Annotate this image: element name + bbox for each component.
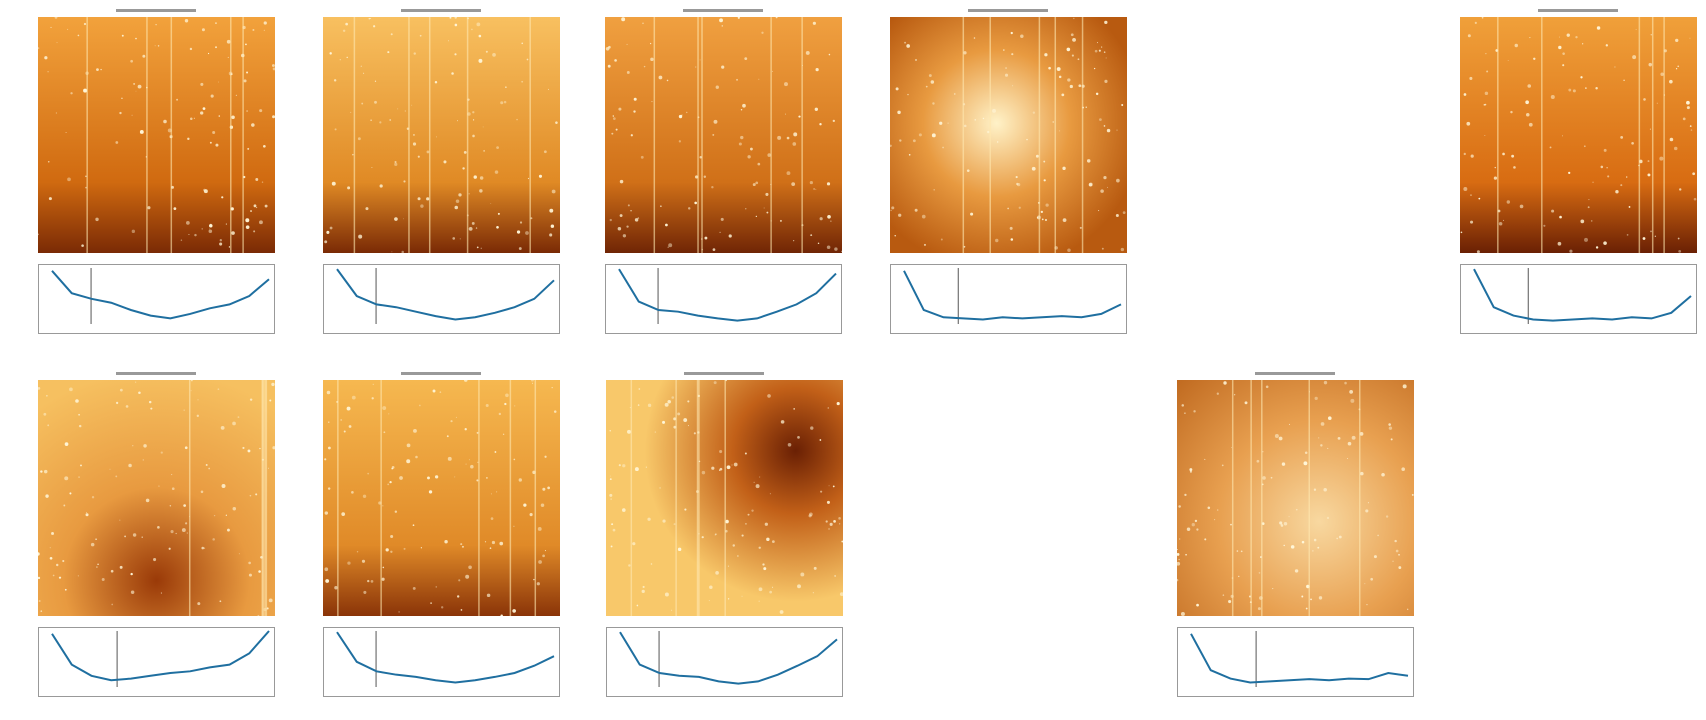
sky-image xyxy=(38,17,275,253)
plot-frame xyxy=(323,264,560,334)
profile-line xyxy=(1190,633,1409,684)
stars xyxy=(890,17,1126,253)
stars xyxy=(324,17,558,253)
plot-frame xyxy=(1177,627,1414,697)
stars xyxy=(1460,17,1697,253)
sky-image xyxy=(38,380,275,616)
panel-title-blur xyxy=(401,372,481,375)
profile-line xyxy=(51,630,270,682)
profile-plot xyxy=(606,627,843,697)
profile-plot xyxy=(38,627,275,697)
sky-image xyxy=(605,17,842,253)
panel-title-blur xyxy=(683,9,763,12)
stars xyxy=(1177,380,1414,616)
sky-image xyxy=(1177,380,1414,616)
profile-plot xyxy=(323,264,560,334)
sky-image xyxy=(606,380,843,616)
profile-plot xyxy=(1177,627,1414,697)
plot-frame xyxy=(890,264,1127,334)
profile-line xyxy=(903,270,1122,321)
sky-image xyxy=(323,380,560,616)
profile-line xyxy=(618,268,837,322)
profile-plot xyxy=(323,627,560,697)
profile-line xyxy=(51,270,270,320)
stars xyxy=(605,17,842,253)
stars xyxy=(38,380,275,616)
stars xyxy=(609,380,843,616)
panel-title-blur xyxy=(116,372,196,375)
panel-title-blur xyxy=(1255,372,1335,375)
profile-line xyxy=(336,631,555,684)
profile-line xyxy=(619,631,838,685)
sky-image xyxy=(1460,17,1697,253)
sky-image xyxy=(890,17,1127,253)
plot-frame xyxy=(38,627,275,697)
panel-title-blur xyxy=(1538,9,1618,12)
profile-line xyxy=(336,268,555,321)
plot-frame xyxy=(38,264,275,334)
profile-line xyxy=(1473,268,1692,322)
profile-plot xyxy=(1460,264,1697,334)
panel-title-blur xyxy=(116,9,196,12)
panel-title-blur xyxy=(401,9,481,12)
panel-title-blur xyxy=(684,372,764,375)
plot-frame xyxy=(323,627,560,697)
profile-plot xyxy=(38,264,275,334)
plot-frame xyxy=(1460,264,1697,334)
panel-title-blur xyxy=(968,9,1048,12)
stars xyxy=(324,380,557,616)
profile-plot xyxy=(605,264,842,334)
profile-plot xyxy=(890,264,1127,334)
plot-frame xyxy=(605,264,842,334)
sky-image xyxy=(323,17,560,253)
stars xyxy=(38,17,275,253)
